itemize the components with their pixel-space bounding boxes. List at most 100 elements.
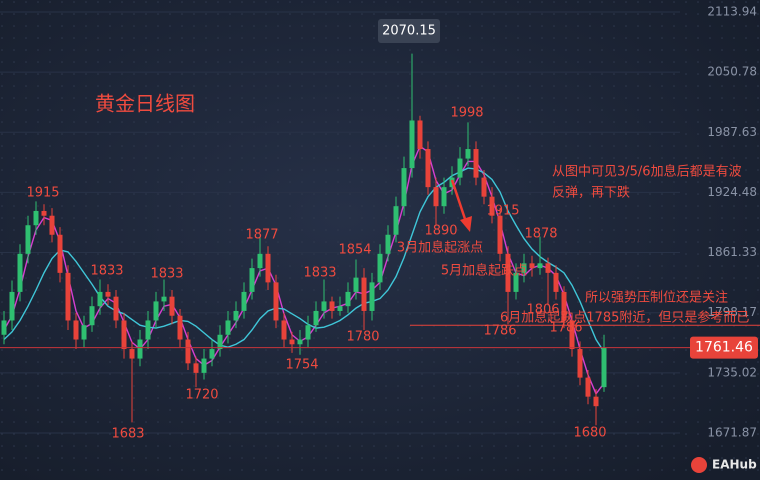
- y-tick-label: 1671.87: [707, 425, 757, 439]
- annotation: 从图中可见3/5/6加息后都是有波: [552, 164, 742, 180]
- candle-body: [545, 263, 551, 273]
- candle-body: [273, 282, 279, 321]
- candle-body: [57, 234, 63, 273]
- candle-body: [241, 291, 247, 311]
- candle-body: [129, 349, 135, 359]
- annotation: 1833: [303, 266, 336, 281]
- candle-body: [169, 296, 175, 316]
- candle-body: [337, 306, 343, 311]
- candle-body: [65, 272, 71, 321]
- candle-body: [329, 301, 335, 311]
- candle-body: [497, 215, 503, 254]
- candle-body: [489, 196, 495, 216]
- candle-body: [49, 215, 55, 235]
- candle-body: [257, 253, 263, 269]
- candle-body: [425, 149, 431, 188]
- candle-body: [313, 310, 319, 326]
- candle-body: [305, 325, 311, 340]
- annotation: 1998: [450, 106, 483, 121]
- candle-body: [457, 158, 463, 178]
- annotation: 1877: [245, 228, 278, 243]
- watermark: EAHub: [712, 458, 757, 472]
- arrow-head: [460, 216, 472, 232]
- tooltip-box: [378, 19, 440, 43]
- price-badge: [690, 336, 758, 359]
- candle-body: [25, 225, 31, 254]
- annotation: 6月加息起跌点1785附近，但只是参考而已: [500, 310, 749, 326]
- candle-body: [145, 320, 151, 340]
- y-tick-label: 1798.17: [707, 305, 757, 319]
- arrow: [450, 179, 468, 223]
- annotation: 1786: [483, 324, 516, 339]
- annotation: 1854: [338, 243, 371, 258]
- logo: EAHub: [691, 457, 757, 473]
- candle-body: [265, 253, 271, 283]
- candle-body: [385, 234, 391, 254]
- candle-body: [209, 349, 215, 359]
- candle-body: [481, 177, 487, 197]
- candle-body: [577, 349, 583, 378]
- price-badge-label: 1761.46: [695, 340, 753, 356]
- candle-body: [345, 291, 351, 307]
- y-tick-label: 2113.94: [707, 4, 757, 18]
- candle-body: [521, 263, 527, 273]
- candle-body: [513, 272, 519, 292]
- candle-body: [433, 187, 439, 207]
- candle-body: [289, 339, 295, 345]
- candle-body: [505, 253, 511, 292]
- candle-body: [1, 320, 7, 335]
- candle-body: [601, 347, 607, 388]
- candle-body: [553, 272, 559, 292]
- annotation: 反弹，再下跌: [552, 185, 630, 201]
- y-tick-label: 1924.48: [707, 185, 757, 199]
- candle-body: [217, 334, 223, 350]
- candle-body: [97, 291, 103, 307]
- candle-body: [249, 268, 255, 292]
- candle-body: [569, 320, 575, 350]
- candle-body: [585, 377, 591, 397]
- tooltip-label: 2070.15: [382, 24, 436, 39]
- candle-body: [529, 263, 535, 269]
- annotation: 1720: [185, 388, 218, 403]
- annotation: 1878: [524, 227, 557, 242]
- candle-body: [321, 301, 327, 311]
- candle-body: [161, 296, 167, 302]
- candle-body: [81, 325, 87, 340]
- candle-body: [185, 339, 191, 364]
- candle-body: [353, 277, 359, 292]
- y-tick-label: 1987.63: [707, 125, 757, 139]
- candle-body: [417, 120, 423, 150]
- moving-average: [3, 145, 605, 396]
- annotation: 1806: [526, 303, 559, 318]
- candle-body: [441, 187, 447, 207]
- annotation: 1833: [90, 264, 123, 279]
- candle-body: [537, 263, 543, 269]
- candle-body: [281, 320, 287, 340]
- candle-body: [393, 206, 399, 235]
- candle-body: [225, 320, 231, 335]
- candle-body: [177, 315, 183, 340]
- candle-body: [137, 339, 143, 359]
- annotation: 1786: [549, 321, 582, 336]
- candle-body: [73, 320, 79, 340]
- annotation: 1833: [150, 267, 183, 282]
- candle-body: [369, 282, 375, 311]
- candle-body: [465, 149, 471, 159]
- y-tick-label: 1735.02: [707, 365, 757, 379]
- candle-body: [377, 253, 383, 283]
- moving-average: [3, 167, 605, 353]
- candle-body: [121, 320, 127, 350]
- y-tick-label: 2050.78: [707, 65, 757, 79]
- annotation: 1915: [486, 204, 519, 219]
- candle-body: [361, 277, 367, 311]
- candle-body: [41, 210, 47, 216]
- chart-title: 黄金日线图: [95, 92, 195, 116]
- annotation: 5月加息起跌点: [441, 263, 527, 279]
- annotation: 1915: [26, 186, 59, 201]
- candle-body: [409, 120, 415, 169]
- candle-body: [17, 253, 23, 292]
- candle-body: [9, 291, 15, 321]
- candle-body: [201, 358, 207, 373]
